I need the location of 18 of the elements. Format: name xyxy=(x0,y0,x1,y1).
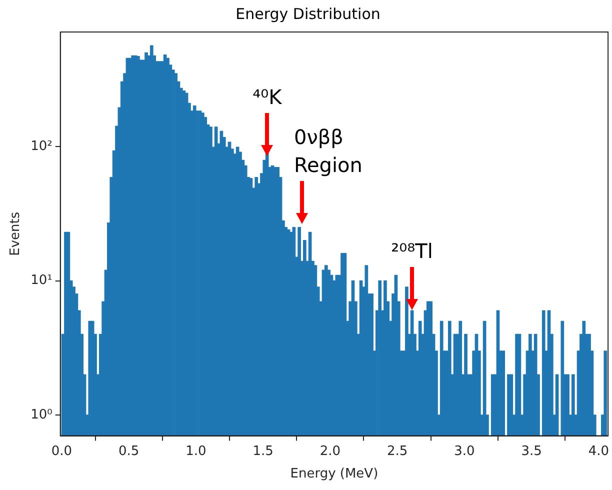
x-tick-label: 1.0 xyxy=(186,444,206,459)
x-tick-label: 4.0 xyxy=(588,444,610,459)
x-tick-label: 1.5 xyxy=(252,444,274,459)
x-tick-label: 0.5 xyxy=(118,444,140,459)
annotation: 0νββ Region xyxy=(294,124,362,180)
y-tick-label: 10¹ xyxy=(30,273,52,288)
x-tick-label: 2.5 xyxy=(386,444,408,459)
annotation: ⁴⁰K xyxy=(252,84,282,112)
y-tick-label: 10² xyxy=(30,138,52,154)
x-tick-label: 3.5 xyxy=(521,444,542,459)
x-tick-label: 0.0 xyxy=(51,444,72,459)
x-tick-label: 3.0 xyxy=(454,444,475,459)
annotation: ²⁰⁸Tl xyxy=(391,238,433,265)
chart-title: Energy Distribution xyxy=(236,4,380,23)
y-tick-label: 10⁰ xyxy=(30,407,52,422)
x-tick-label: 2.0 xyxy=(320,444,341,459)
y-axis-title: Events xyxy=(8,212,24,256)
x-axis-title: Energy (MeV) xyxy=(290,466,378,482)
